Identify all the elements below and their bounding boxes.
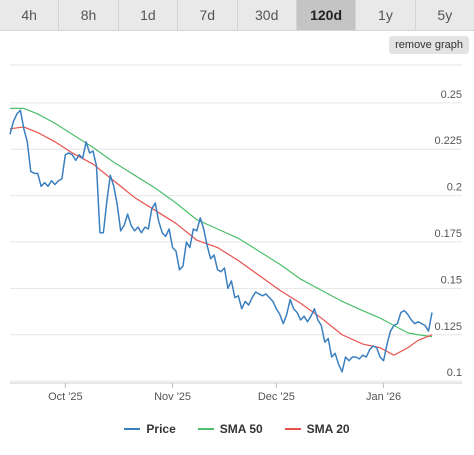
legend-swatch <box>284 428 301 430</box>
y-tick-label: 0.25 <box>441 89 462 101</box>
tab-5y[interactable]: 5y <box>437 7 453 23</box>
tab-8h[interactable]: 8h <box>59 0 119 30</box>
chart-grid <box>10 64 462 382</box>
remove-graph-button[interactable]: remove graph <box>389 36 469 54</box>
legend-item-price[interactable]: Price <box>124 420 176 438</box>
tab-30d[interactable]: 30d <box>238 0 297 30</box>
legend-swatch <box>197 428 214 430</box>
series-line-price <box>9 109 433 373</box>
tab-120d[interactable]: 120d <box>296 0 357 30</box>
y-tick-label: 0.2 <box>447 182 462 194</box>
legend-item-sma-50[interactable]: SMA 50 <box>197 420 263 438</box>
series-line-sma-20 <box>9 126 433 356</box>
legend-item-sma-20[interactable]: SMA 20 <box>284 420 350 438</box>
x-axis: Oct '25 Nov '25 Dec '25 Jan '26 <box>10 382 462 403</box>
tab-4h[interactable]: 4h <box>0 0 60 30</box>
y-tick-label: 0.1 <box>447 367 462 379</box>
y-tick-label: 0.125 <box>434 321 462 333</box>
y-tick-label: 0.15 <box>441 274 462 286</box>
chart-legend: Price SMA 50 SMA 20 <box>0 420 474 438</box>
series-line-sma-50 <box>10 107 433 338</box>
y-tick-label: 0.225 <box>434 135 462 147</box>
tab-7d[interactable]: 7d <box>178 0 238 30</box>
x-tick-label: Nov '25 <box>154 391 191 403</box>
legend-label: SMA 20 <box>306 422 350 436</box>
tab-1y[interactable]: 1y <box>356 0 416 30</box>
legend-label: Price <box>146 422 176 436</box>
x-tick-label: Oct '25 <box>48 391 83 403</box>
legend-label: SMA 50 <box>219 422 263 436</box>
tab-1d[interactable]: 1d <box>119 0 179 30</box>
y-axis: 0.1 0.125 0.15 0.175 0.2 0.225 0.25 <box>434 89 462 379</box>
legend-swatch <box>124 428 141 430</box>
x-tick-label: Jan '26 <box>366 391 401 403</box>
timeframe-tabs: 4h 8h 1d 7d 30d 120d 1y 5y <box>0 0 474 31</box>
y-tick-label: 0.175 <box>434 228 462 240</box>
chart-lines <box>9 107 433 373</box>
x-tick-label: Dec '25 <box>258 391 295 403</box>
